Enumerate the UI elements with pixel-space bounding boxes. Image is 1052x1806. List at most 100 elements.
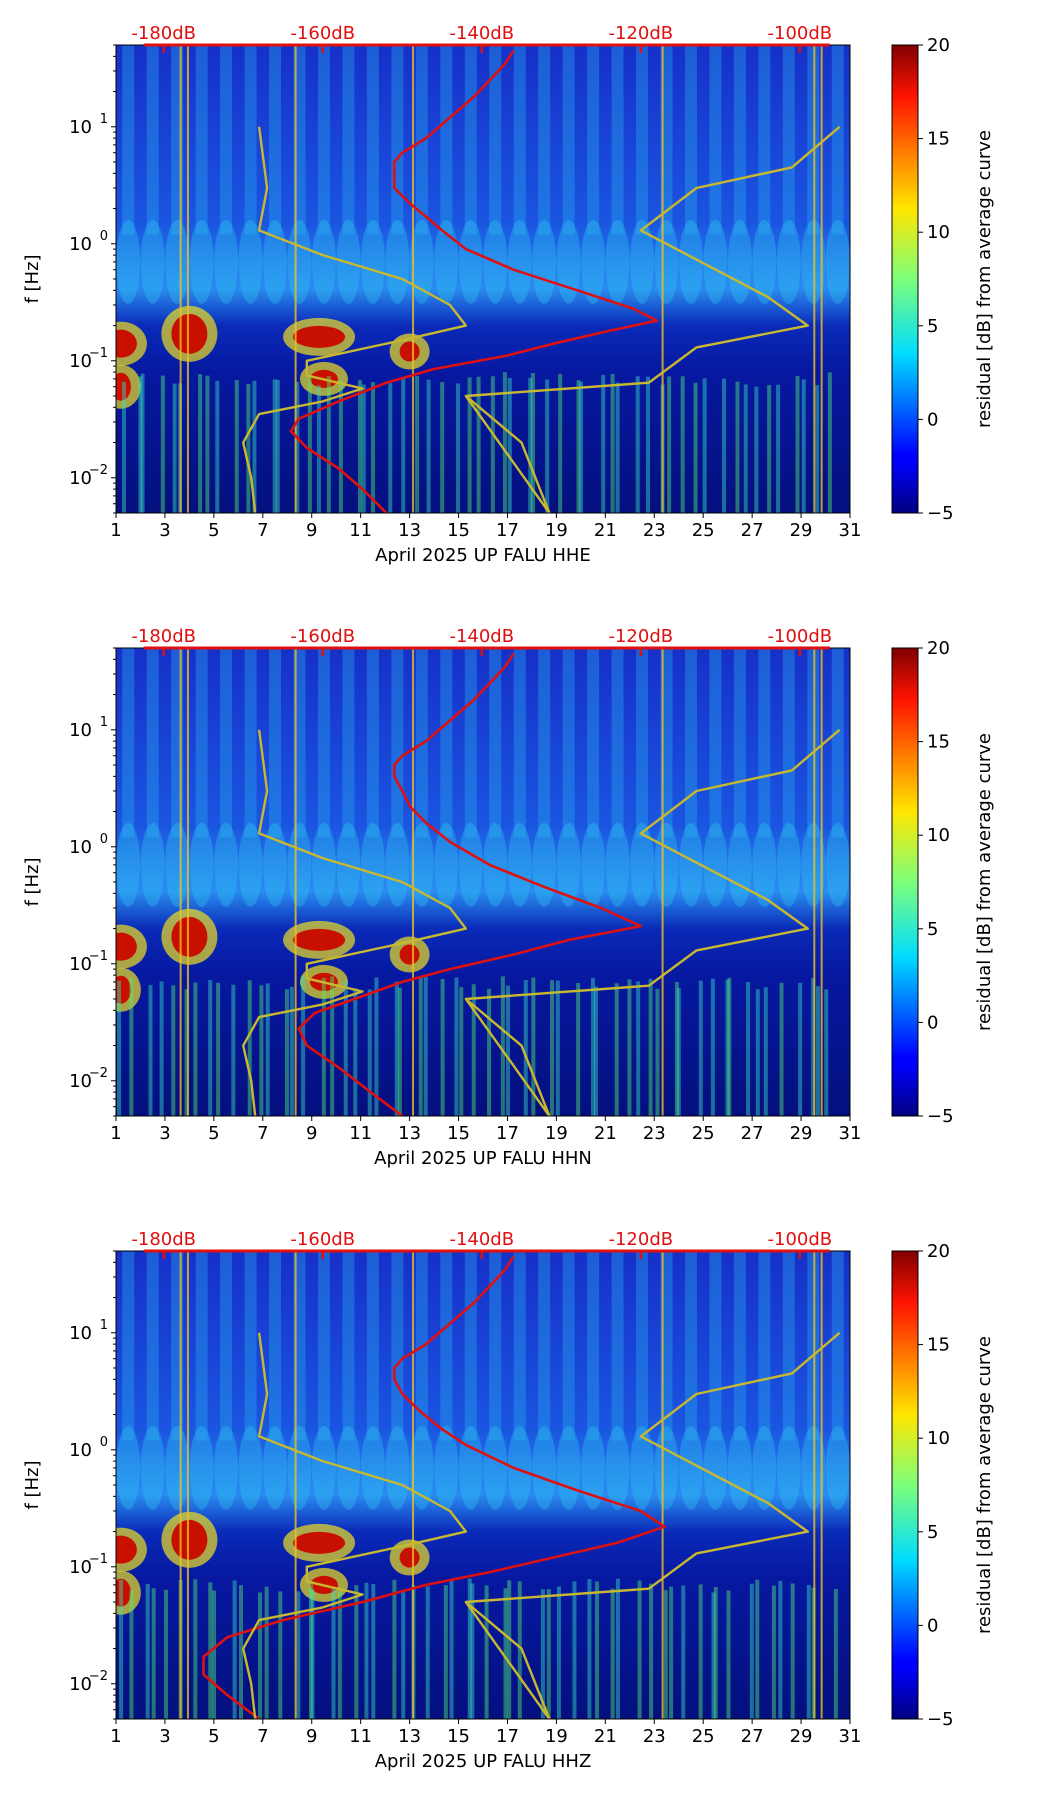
glitch-line (820, 1251, 823, 1719)
y-tick-label: 10 (69, 1557, 92, 1578)
residual-streak (391, 1251, 404, 1441)
residual-blob (556, 219, 581, 304)
low-frequency-bar (815, 385, 820, 513)
residual-blob (458, 219, 483, 304)
x-tick-label: 23 (643, 520, 666, 541)
residual-streak (831, 648, 844, 838)
residual-blob (263, 219, 288, 304)
glitch-line (661, 1251, 664, 1719)
residual-streak (220, 1251, 233, 1441)
low-frequency-bar (593, 986, 598, 1116)
residual-blob (458, 1425, 483, 1510)
low-frequency-bar (572, 1581, 577, 1719)
low-frequency-bar (549, 980, 554, 1116)
low-frequency-bar (545, 379, 550, 513)
storm-core (171, 916, 208, 957)
y-tick-label: 10 (69, 1674, 92, 1695)
residual-streak (611, 45, 624, 235)
residual-streak (709, 45, 722, 235)
residual-blob (263, 822, 288, 907)
residual-streak (195, 648, 208, 838)
y-tick-exponent: 1 (100, 112, 108, 127)
y-tick-label: 10 (69, 1071, 92, 1092)
low-frequency-bar (148, 985, 153, 1116)
nlnm-curve (241, 126, 468, 513)
low-frequency-bar (145, 1583, 150, 1719)
glitch-line (294, 648, 297, 1116)
residual-streak (464, 648, 477, 838)
residual-streak (317, 648, 330, 838)
low-frequency-bar (208, 980, 213, 1116)
residual-blob (776, 219, 801, 304)
low-frequency-bar (722, 378, 727, 513)
low-frequency-bar (470, 1583, 475, 1719)
x-axis-label: April 2025 UP FALU HHZ (375, 1751, 592, 1772)
low-frequency-bar (815, 986, 820, 1116)
db-axis-label: -120dB (608, 626, 673, 647)
low-frequency-bar (171, 985, 176, 1116)
residual-streak (440, 45, 453, 235)
low-frequency-bar (374, 977, 379, 1116)
low-frequency-bar (471, 984, 476, 1116)
y-tick-base: 10 (69, 1323, 92, 1344)
residual-streak (122, 1251, 135, 1441)
glitch-line (661, 45, 664, 513)
residual-blob (532, 219, 557, 304)
db-axis-label: -100dB (768, 626, 833, 647)
low-frequency-bar (594, 1581, 599, 1719)
residual-streak (342, 648, 355, 838)
colorbar-tick-label: 15 (927, 129, 950, 150)
residual-blob (556, 1425, 581, 1510)
low-frequency-bar (231, 984, 236, 1116)
y-tick-base: 10 (69, 837, 92, 858)
low-frequency-bar (746, 981, 751, 1116)
low-frequency-bar (308, 1580, 313, 1719)
colorbar-tick-label: −5 (927, 1709, 954, 1730)
y-axis-label: f [Hz] (22, 857, 43, 906)
low-frequency-bar (357, 379, 362, 513)
low-frequency-bar (164, 1589, 169, 1719)
residual-streak (611, 648, 624, 838)
low-frequency-bar (578, 381, 583, 513)
residual-blob (678, 822, 703, 907)
glitch-line (294, 1251, 297, 1719)
low-frequency-bar (401, 1590, 406, 1719)
residual-blob (140, 1425, 165, 1510)
residual-blob (360, 822, 385, 907)
low-frequency-bar (531, 977, 536, 1116)
residual-streak (146, 1251, 159, 1441)
x-tick-label: 13 (398, 1726, 421, 1747)
low-frequency-bar (833, 1589, 838, 1719)
residual-blob (409, 219, 434, 304)
y-tick-base: 10 (69, 720, 92, 741)
residual-blob (654, 1425, 679, 1510)
residual-blob (311, 1425, 336, 1510)
low-frequency-bar (676, 988, 681, 1116)
db-axis-label: -140dB (449, 23, 514, 44)
residual-blob (507, 822, 532, 907)
low-frequency-bar (484, 1585, 489, 1719)
db-axis-label: -140dB (449, 1229, 514, 1250)
residual-streak (489, 1251, 502, 1441)
glitch-line (813, 45, 816, 513)
residual-streak (709, 648, 722, 838)
low-frequency-bar (790, 1583, 795, 1719)
low-frequency-bar (454, 977, 459, 1116)
x-tick-label: 15 (447, 1726, 470, 1747)
low-frequency-bar (371, 1584, 376, 1719)
low-frequency-bar (590, 977, 595, 1116)
residual-streak (538, 648, 551, 838)
residual-streak (684, 45, 697, 235)
residual-blob (678, 1425, 703, 1510)
db-axis-label: -160dB (290, 23, 355, 44)
low-frequency-bar (392, 1579, 397, 1719)
residual-blob (360, 219, 385, 304)
low-frequency-bar (693, 382, 698, 513)
residual-streak (782, 648, 795, 838)
residual-blob (189, 219, 214, 304)
low-frequency-bar (307, 376, 312, 513)
low-frequency-bar (767, 385, 772, 513)
low-frequency-bar (265, 983, 270, 1116)
low-frequency-bar (755, 1579, 760, 1719)
low-frequency-bar (749, 1583, 754, 1719)
